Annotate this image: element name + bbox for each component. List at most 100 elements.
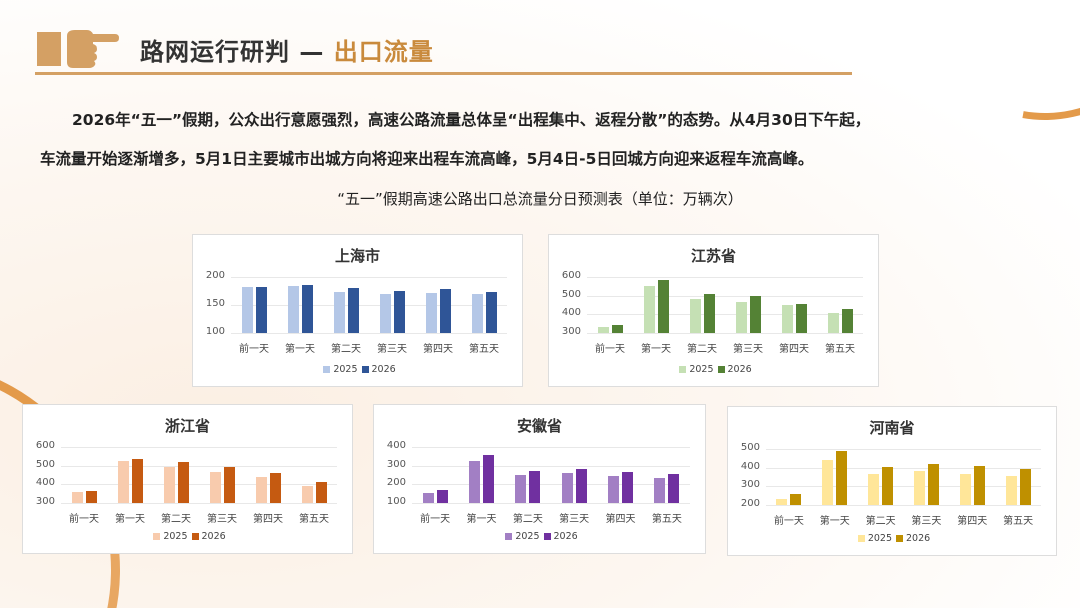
- gridline: [587, 277, 863, 278]
- table-caption: “五一”假期高速公路出口总流量分日预测表（单位：万辆次）: [337, 190, 743, 208]
- bar-2026: [436, 490, 448, 503]
- bar-2025: [643, 286, 655, 333]
- bar-2026: [315, 481, 327, 503]
- y-tick-label: 300: [561, 326, 581, 337]
- bar-2026: [841, 309, 853, 333]
- bar-2025: [1005, 476, 1017, 505]
- legend-swatch: [543, 532, 551, 540]
- bar-2026: [657, 280, 669, 333]
- bar-2025: [422, 492, 434, 503]
- chart-legend: 2025 2026: [549, 364, 878, 375]
- x-axis-label: 第一天: [641, 344, 671, 355]
- y-tick-label: 500: [561, 288, 581, 300]
- gridline: [412, 465, 690, 467]
- legend-label: 2025: [515, 531, 540, 542]
- bar-2026: [1019, 469, 1031, 505]
- y-tick-label: 600: [561, 270, 581, 281]
- y-tick-label: 500: [740, 442, 760, 453]
- y-tick-label: 400: [35, 477, 55, 489]
- gridline: [587, 295, 863, 297]
- chart-title: 河南省: [869, 419, 915, 437]
- y-tick-label: 500: [35, 458, 55, 470]
- chart-legend: 2025 2026: [728, 533, 1056, 544]
- bar-2026: [393, 291, 405, 333]
- bar-2026: [749, 296, 761, 333]
- y-tick-label: 100: [386, 496, 406, 507]
- x-axis-label: 第五天: [825, 344, 855, 355]
- y-tick-label: 200: [205, 270, 225, 281]
- gridline: [61, 447, 337, 448]
- bar-2025: [959, 473, 971, 505]
- chart-jiangsu: 江苏省 300 400 500 600 前一天 第一天 第二天 第三天 第四天 第五天 2025 202…: [548, 234, 879, 387]
- chart-anhui: 安徽省 100 200 300 400 前一天 第一天 第二天 第三天 第四天 第五天 2025 202…: [373, 404, 706, 554]
- bar-2025: [776, 499, 788, 505]
- x-axis-label: 第三天: [733, 344, 763, 355]
- chart-title: 江苏省: [690, 247, 736, 265]
- bar-2026: [485, 291, 497, 333]
- x-axis-label: 第二天: [512, 514, 543, 525]
- x-axis-label: 第二天: [687, 344, 717, 355]
- legend-label: 2026: [906, 533, 931, 544]
- header-divider: [35, 72, 852, 75]
- legend-swatch: [361, 365, 369, 373]
- bar-2026: [483, 455, 494, 503]
- chart-shanghai: 上海市 100 150 200 前一天 第一天 第二天 第三天 第四天 第五天 2025 2026: [192, 234, 523, 387]
- bar-2026: [622, 472, 633, 503]
- x-axis-label: 第二天: [865, 516, 896, 527]
- x-axis-label: 第二天: [161, 514, 191, 525]
- x-axis-label: 第五天: [299, 514, 329, 525]
- x-axis-label: 前一天: [595, 344, 625, 355]
- bar-2025: [301, 485, 313, 503]
- bar-2025: [561, 473, 573, 503]
- slide-header: 路网运行研判 — 出口流量: [35, 28, 855, 78]
- bar-2025: [379, 293, 391, 333]
- gridline: [231, 277, 507, 278]
- bar-2025: [735, 302, 747, 333]
- bar-2025: [868, 473, 880, 505]
- bar-2025: [425, 292, 437, 333]
- y-tick-label: 300: [740, 479, 760, 491]
- bar-2025: [469, 461, 480, 503]
- bar-2026: [668, 474, 680, 503]
- x-axis-label: 第四天: [605, 514, 636, 525]
- intro-paragraph: 2026年“五一”假期，公众出行意愿强烈，高速公路流量总体呈“出程集中、返程分散…: [40, 102, 1040, 138]
- legend-label: 2026: [371, 364, 396, 375]
- bar-2026: [703, 294, 715, 333]
- legend-label: 2025: [867, 533, 892, 544]
- legend-swatch: [191, 532, 199, 540]
- bar-2026: [973, 466, 985, 505]
- gridline: [766, 449, 1041, 450]
- bar-2026: [255, 286, 267, 333]
- chart-title: 上海市: [334, 247, 380, 265]
- chart-legend: 2025 2026: [23, 531, 352, 542]
- gridline: [412, 447, 690, 448]
- gridline: [231, 333, 507, 334]
- pointing-hand-icon: [37, 30, 119, 68]
- x-axis-label: 第一天: [285, 344, 315, 355]
- bar-2026: [882, 467, 894, 505]
- bar-2026: [347, 287, 359, 333]
- x-axis-label: 第三天: [207, 514, 237, 525]
- y-tick-label: 300: [35, 496, 55, 507]
- bar-2026: [439, 289, 451, 333]
- legend-label: 2026: [727, 364, 752, 375]
- title-main: 路网运行研判 —: [140, 38, 334, 66]
- y-tick-label: 400: [386, 440, 406, 451]
- intro-paragraph-cont: 车流量开始逐渐增多，5月1日主要城市出城方向将迎来出程车流高峰，5月4日-5日回…: [40, 141, 1040, 177]
- legend-swatch: [323, 365, 331, 373]
- x-axis-label: 第五天: [469, 344, 499, 355]
- bar-2025: [781, 305, 793, 333]
- x-axis-label: 第四天: [423, 344, 453, 355]
- bar-2026: [795, 304, 807, 333]
- gridline: [766, 505, 1041, 506]
- bar-2026: [790, 494, 802, 505]
- bar-2025: [608, 476, 619, 503]
- bar-2025: [209, 471, 221, 503]
- legend-label: 2025: [689, 364, 714, 375]
- gridline: [412, 484, 690, 486]
- gridline: [61, 503, 337, 504]
- x-axis-label: 第一天: [115, 514, 145, 525]
- bar-2026: [177, 462, 189, 503]
- x-axis-label: 第四天: [957, 516, 988, 527]
- y-tick-label: 400: [740, 460, 760, 472]
